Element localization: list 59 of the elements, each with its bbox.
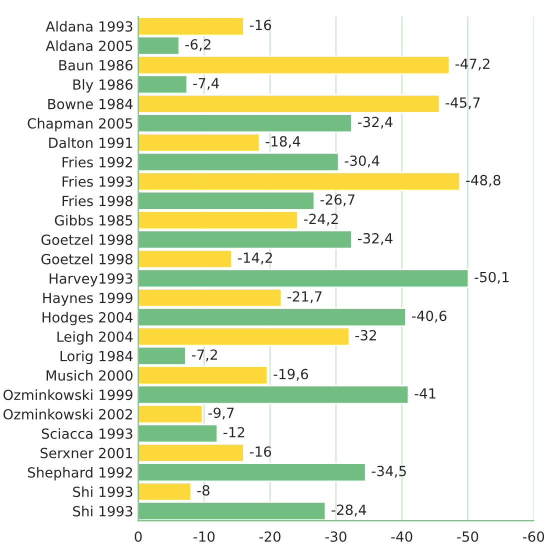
y-tick-label: Serxner 2001 (40, 448, 132, 458)
y-tick-label: Haynes 1999 (43, 292, 132, 306)
data-label: -41 (414, 388, 436, 398)
data-label: -8 (197, 485, 210, 496)
y-tick-label: Shi 1993 (73, 506, 132, 516)
x-tick-label: -20 (259, 531, 280, 542)
x-tick-label: -10 (193, 531, 215, 542)
y-tick-label: Goetzel 1998 (41, 234, 132, 245)
data-label: -50,1 (474, 272, 509, 284)
data-label: -19,6 (274, 368, 308, 381)
data-label: -47,2 (456, 58, 490, 70)
y-tick-label: Aldana 1993 (46, 20, 132, 32)
data-label: -48,8 (466, 174, 500, 187)
y-tick-label: Shephard 1992 (28, 466, 132, 480)
y-tick-label: Ozminkowski 1999 (3, 389, 132, 400)
y-tick-label: Chapman 2005 (28, 118, 132, 132)
data-label: -32 (355, 330, 376, 341)
x-tick-label: -50 (457, 531, 478, 542)
data-label: -14,2 (238, 252, 272, 264)
y-tick-label: Bly 1986 (73, 79, 133, 93)
data-label: -7,4 (193, 78, 219, 90)
data-label: -24,2 (304, 214, 338, 226)
data-label: -16 (250, 446, 272, 457)
y-tick-label: Harvey1993 (50, 273, 132, 286)
y-tick-label: Lorig 1984 (60, 350, 133, 364)
data-label: -26,7 (320, 194, 355, 206)
y-tick-label: Leigh 2004 (57, 331, 133, 345)
x-tick-label: -40 (391, 531, 412, 542)
y-tick-label: Goetzel 1998 (41, 254, 132, 264)
y-tick-label: Hodges 2004 (42, 312, 133, 326)
y-tick-label: Fries 1998 (62, 195, 132, 206)
data-label: -6,2 (185, 39, 210, 52)
data-label: -30,4 (344, 155, 380, 168)
y-tick-label: Musich 2000 (46, 370, 132, 381)
y-tick-label: Fries 1992 (62, 156, 132, 168)
data-label: -34,5 (372, 466, 406, 478)
y-tick-label: Baun 1986 (59, 60, 133, 70)
data-label: -32,4 (358, 116, 392, 129)
data-label: -18,4 (266, 136, 300, 148)
data-label: -40,6 (412, 310, 446, 323)
data-label: -16 (250, 20, 272, 30)
data-label: -12 (224, 426, 244, 438)
y-tick-label: Bowne 1984 (48, 98, 133, 110)
y-tick-label: Sciacca 1993 (42, 428, 132, 439)
y-tick-label: Ozminkowski 2002 (3, 408, 132, 420)
data-label: -45,7 (446, 97, 480, 110)
x-tick-label: -60 (522, 531, 544, 542)
y-tick-label: Shi 1993 (73, 486, 132, 498)
data-label: -21,7 (287, 291, 322, 304)
data-label: -9,7 (208, 408, 234, 420)
y-tick-label: Fries 1993 (62, 176, 132, 187)
y-tick-label: Dalton 1991 (49, 137, 132, 148)
y-tick-label: Aldana 2005 (46, 40, 132, 52)
data-label: -28,4 (332, 504, 366, 516)
y-tick-label: Gibbs 1985 (54, 214, 132, 226)
x-tick-label: -30 (325, 531, 346, 542)
x-tick-label: 0 (134, 531, 142, 542)
data-label: -32,4 (358, 233, 392, 245)
data-label: -7,2 (192, 349, 217, 362)
